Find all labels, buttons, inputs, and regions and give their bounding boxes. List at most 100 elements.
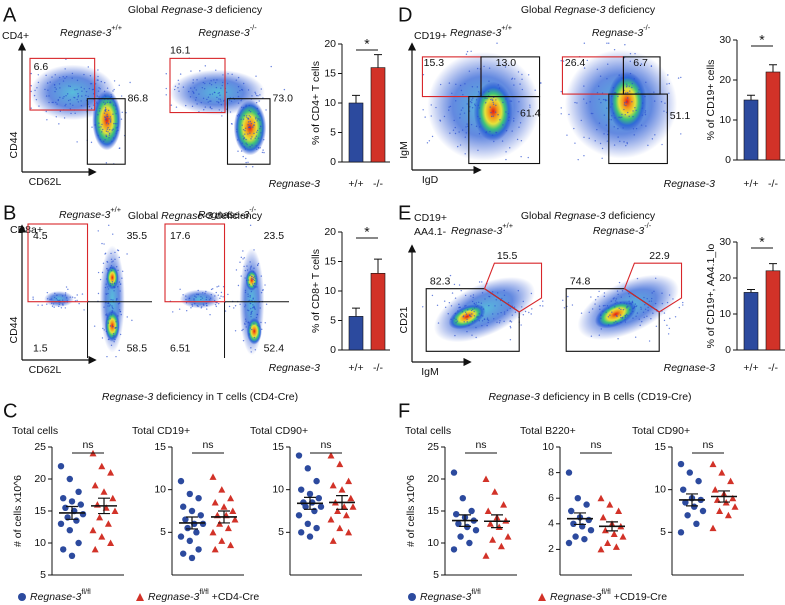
event-dot xyxy=(109,129,111,131)
data-point xyxy=(329,481,337,489)
event-dot xyxy=(661,143,663,146)
event-dot xyxy=(503,294,506,297)
event-dot xyxy=(663,312,666,314)
data-point xyxy=(574,495,581,502)
text-part: Regnase-3 xyxy=(488,391,540,403)
event-dot xyxy=(459,84,462,87)
event-dot xyxy=(196,293,198,296)
event-dot xyxy=(625,101,628,103)
event-dot xyxy=(521,306,523,308)
event-dot xyxy=(115,130,118,132)
event-dot xyxy=(219,94,221,96)
event-dot xyxy=(247,293,249,295)
event-dot xyxy=(475,306,478,308)
event-dot xyxy=(81,95,83,97)
event-dot xyxy=(245,157,247,160)
event-dot xyxy=(250,307,252,310)
event-dot xyxy=(617,136,619,138)
gate-value: 16.1 xyxy=(170,45,191,57)
event-dot xyxy=(120,95,123,97)
event-dot xyxy=(33,94,36,97)
data-point xyxy=(597,545,605,553)
event-dot xyxy=(424,116,426,118)
legend-marker xyxy=(136,593,144,601)
gate xyxy=(623,262,683,313)
event-dot xyxy=(53,306,55,308)
data-point xyxy=(57,463,65,470)
event-dot xyxy=(72,104,74,107)
event-dot xyxy=(608,307,610,309)
data-point xyxy=(695,477,702,485)
event-dot xyxy=(616,322,618,324)
x-tick-label: -/- xyxy=(373,178,383,190)
event-dot xyxy=(505,98,507,100)
event-dot xyxy=(678,306,681,309)
data-point xyxy=(684,512,691,519)
event-dot xyxy=(202,97,205,100)
event-dot xyxy=(74,89,76,91)
event-dot xyxy=(465,304,467,307)
event-dot xyxy=(488,80,490,82)
event-dot xyxy=(469,100,472,103)
event-dot xyxy=(247,124,249,126)
event-dot xyxy=(255,118,257,120)
text-part: Regnase-3 xyxy=(60,27,112,39)
event-dot xyxy=(256,107,259,110)
event-dot xyxy=(215,69,217,71)
gate xyxy=(86,98,126,165)
event-dot xyxy=(103,101,105,104)
event-dot xyxy=(244,291,247,294)
event-dot xyxy=(126,316,128,318)
legend-label: Regnase-3fl/fl +CD4-Cre xyxy=(148,587,259,602)
event-dot xyxy=(493,140,495,143)
text-part: Regnase-3 xyxy=(450,27,502,39)
event-dot xyxy=(245,320,247,322)
event-dot xyxy=(108,305,111,307)
event-dot xyxy=(621,77,623,79)
event-dot xyxy=(80,86,82,88)
legend-marker xyxy=(18,593,26,601)
event-dot xyxy=(110,252,112,255)
event-dot xyxy=(240,150,243,152)
event-dot xyxy=(113,88,115,91)
y-tick-label: 15 xyxy=(324,67,336,79)
event-dot xyxy=(30,90,32,93)
event-dot xyxy=(594,299,597,301)
event-dot xyxy=(70,112,72,115)
event-dot xyxy=(623,102,626,104)
event-dot xyxy=(600,328,602,330)
event-dot xyxy=(239,303,241,306)
event-dot xyxy=(98,96,100,98)
x-tick-label: -/- xyxy=(768,362,778,374)
event-dot xyxy=(108,224,110,227)
event-dot xyxy=(117,303,120,305)
event-dot xyxy=(243,146,246,148)
event-dot xyxy=(631,101,633,103)
event-dot xyxy=(261,151,264,154)
event-dot xyxy=(480,314,483,316)
event-dot xyxy=(448,109,450,111)
event-dot xyxy=(529,104,531,106)
event-dot xyxy=(638,318,640,320)
event-dot xyxy=(260,321,262,324)
event-dot xyxy=(46,303,48,305)
x-axis-label: Regnase-3 xyxy=(269,362,321,374)
event-dot xyxy=(597,85,600,87)
data-point xyxy=(66,527,74,534)
event-dot xyxy=(598,98,600,100)
event-dot xyxy=(237,95,240,98)
event-dot xyxy=(431,135,434,138)
event-dot xyxy=(45,95,48,97)
event-dot xyxy=(236,115,239,117)
event-dot xyxy=(460,89,463,92)
event-dot xyxy=(35,98,38,101)
gate-value: 58.5 xyxy=(127,342,148,354)
data-point xyxy=(66,475,74,483)
event-dot xyxy=(617,127,619,130)
y-tick-label: 20 xyxy=(719,272,731,284)
event-dot xyxy=(69,99,71,101)
event-dot xyxy=(483,65,485,68)
event-dot xyxy=(242,339,245,342)
data-point xyxy=(89,526,97,534)
event-dot xyxy=(243,257,246,259)
